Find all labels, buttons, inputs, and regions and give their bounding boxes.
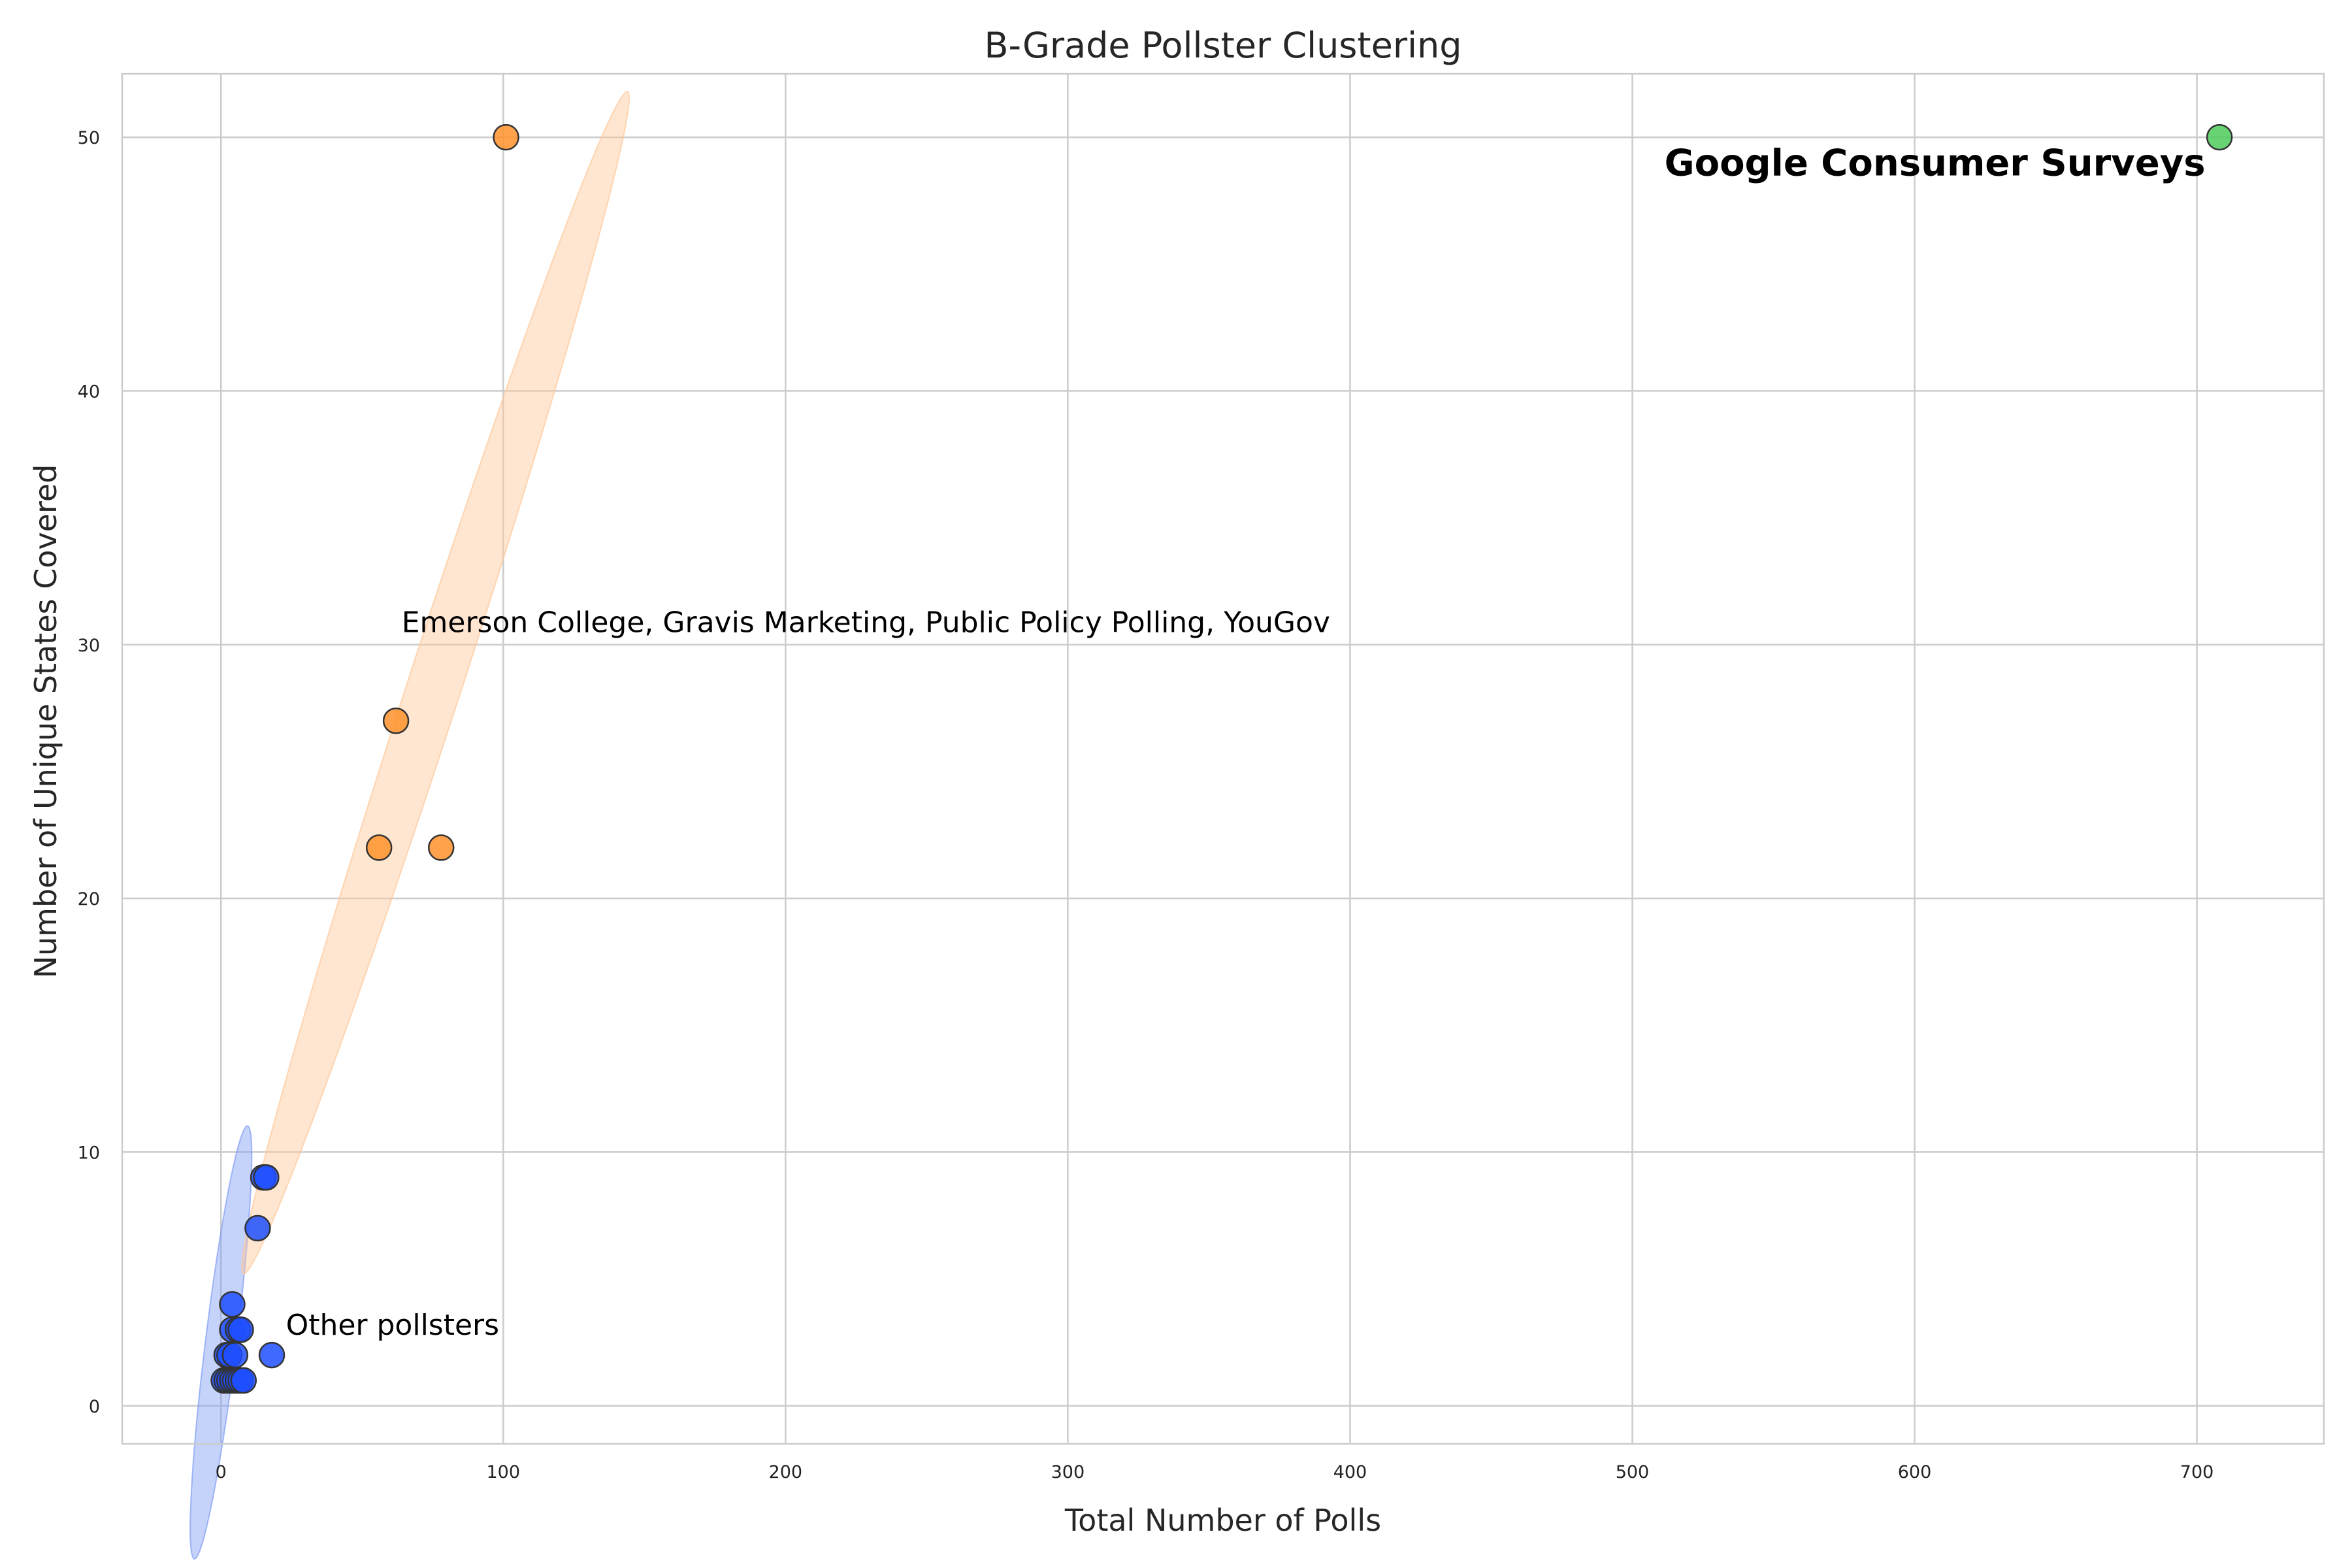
chart-title: B-Grade Pollster Clustering: [984, 25, 1462, 66]
x-tick-label: 100: [486, 1462, 520, 1482]
data-point: [258, 1341, 286, 1369]
data-point: [253, 1164, 280, 1191]
x-tick-label: 200: [769, 1462, 803, 1482]
data-point: [219, 1291, 246, 1318]
x-tick-label: 400: [1333, 1462, 1367, 1482]
x-tick-label: 700: [2180, 1462, 2214, 1482]
cluster-ellipses: [189, 91, 630, 1560]
data-point: [382, 708, 410, 734]
x-tick-label: 600: [1898, 1462, 1932, 1482]
annotation-other-pollsters: Other pollsters: [286, 1309, 499, 1342]
cluster-ellipse: [240, 91, 630, 1275]
data-point: [227, 1316, 254, 1343]
y-tick-label: 40: [78, 382, 100, 402]
data-point: [244, 1215, 271, 1242]
data-point: [221, 1341, 249, 1369]
y-tick-label: 30: [78, 636, 100, 656]
data-point: [493, 123, 519, 151]
annotation-orange-cluster: Emerson College, Gravis Marketing, Publi…: [402, 606, 1330, 639]
grid: [122, 74, 2324, 1444]
y-tick-label: 20: [78, 889, 100, 909]
x-axis-title: Total Number of Polls: [1064, 1503, 1381, 1538]
data-point: [2206, 123, 2233, 151]
tick-labels: 0 100 200 300 400 500 600 700 0 10 20 30 40 50: [78, 128, 2214, 1482]
data-points: [210, 123, 2233, 1394]
data-point: [365, 834, 393, 861]
data-point: [427, 834, 455, 861]
y-axis-title: Number of Unique States Covered: [28, 465, 63, 979]
data-point: [230, 1367, 257, 1394]
x-tick-label: 300: [1051, 1462, 1085, 1482]
y-tick-label: 50: [78, 128, 100, 148]
x-tick-label: 500: [1616, 1462, 1650, 1482]
plot-frame: [121, 73, 2325, 1445]
annotation-google-consumer-surveys: Google Consumer Surveys: [1665, 142, 2206, 184]
y-tick-label: 10: [78, 1143, 100, 1163]
x-tick-label: 0: [216, 1462, 227, 1482]
y-tick-label: 0: [89, 1397, 100, 1417]
